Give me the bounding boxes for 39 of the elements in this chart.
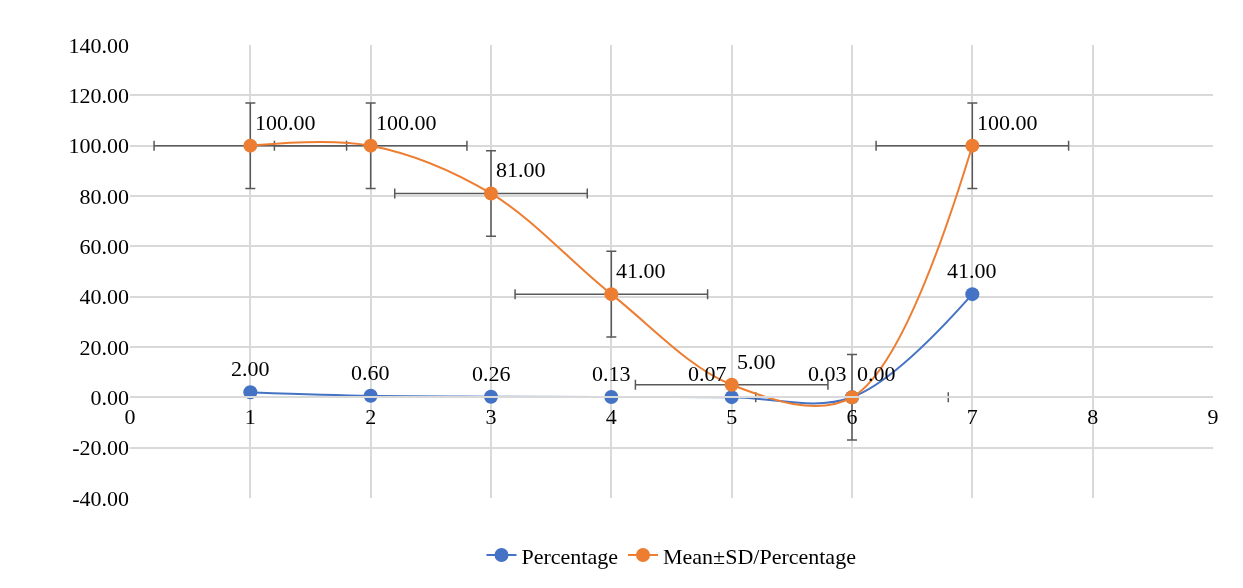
- data-label: 2.00: [231, 356, 270, 381]
- point: [604, 287, 619, 302]
- x-tick-label: 6: [846, 404, 858, 430]
- point: [243, 138, 258, 153]
- data-label: 0.03: [808, 361, 847, 386]
- point: [484, 186, 498, 201]
- data-label: 0.60: [351, 360, 390, 385]
- y-tick-label: 120.00: [68, 83, 129, 109]
- data-label: 100.00: [255, 110, 316, 135]
- data-label: 5.00: [737, 349, 776, 374]
- data-label: 100.00: [977, 110, 1038, 135]
- y-tick-label: 80.00: [79, 183, 129, 209]
- y-tick-label: -40.00: [72, 485, 129, 511]
- x-tick-label: 1: [244, 404, 256, 430]
- data-label: 41.00: [947, 258, 997, 283]
- x-tick-label: 7: [966, 404, 978, 430]
- y-tick-label: 140.00: [68, 32, 129, 58]
- x-tick-label: 9: [1207, 404, 1219, 430]
- y-tick-label: 40.00: [79, 284, 129, 310]
- y-tick-label: 100.00: [68, 133, 129, 159]
- x-tick-label: 8: [1087, 404, 1099, 430]
- data-label: 100.00: [376, 110, 437, 135]
- y-tick-label: 20.00: [79, 334, 129, 360]
- point: [965, 138, 980, 153]
- legend-label: Mean±SD/Percentage: [663, 543, 856, 569]
- data-label: 81.00: [496, 157, 546, 182]
- x-tick-label: 4: [605, 404, 617, 430]
- x-tick-label: 5: [726, 404, 738, 430]
- x-tick-label: 3: [485, 404, 497, 430]
- x-tick-label: 2: [365, 404, 377, 430]
- point: [363, 138, 378, 153]
- data-label: 41.00: [616, 258, 666, 283]
- point: [965, 287, 980, 302]
- data-label: 0.26: [472, 361, 511, 386]
- y-tick-label: 60.00: [79, 234, 129, 260]
- point: [724, 377, 739, 392]
- y-tick-label: -20.00: [72, 435, 129, 461]
- data-label: 0.13: [592, 361, 631, 386]
- legend-label: Percentage: [521, 543, 618, 569]
